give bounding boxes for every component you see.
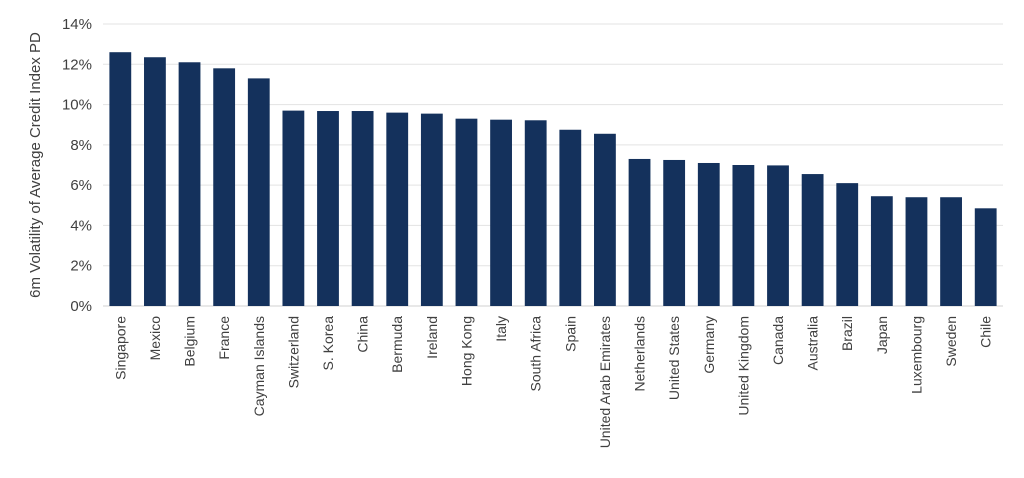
bar-bermuda — [386, 112, 409, 306]
bar-japan — [870, 196, 893, 306]
y-tick-label: 14% — [62, 16, 92, 33]
x-category-label: Italy — [493, 316, 509, 342]
bar-germany — [697, 162, 720, 306]
bar-china — [351, 111, 374, 306]
y-tick-label: 4% — [70, 217, 92, 234]
bar-united-arab-emirates — [594, 133, 616, 306]
bar-mexico — [144, 57, 166, 306]
x-category-label: Bermuda — [389, 316, 405, 373]
bar-united-kingdom — [732, 165, 755, 306]
bar-brazil — [836, 183, 859, 306]
bar-ireland — [420, 113, 443, 306]
bar-luxembourg — [905, 197, 928, 306]
x-category-label: Sweden — [943, 316, 959, 367]
x-category-label: Luxembourg — [908, 316, 924, 394]
bars — [109, 52, 997, 307]
x-category-label: Netherlands — [632, 316, 648, 392]
bar-chile — [974, 208, 997, 306]
bar-canada — [767, 165, 789, 306]
x-category-label: Hong Kong — [458, 316, 474, 386]
bar-netherlands — [628, 158, 651, 306]
x-category-label: United Kingdom — [735, 316, 751, 416]
x-category-label: Brazil — [839, 316, 855, 351]
x-category-label: Australia — [805, 316, 821, 371]
bar-singapore — [109, 52, 132, 307]
y-axis-title: 6m Volatility of Average Credit Index PD — [27, 32, 44, 298]
x-category-label: Canada — [770, 316, 786, 365]
bar-sweden — [940, 197, 962, 306]
bar-hong-kong — [455, 118, 478, 307]
bar-switzerland — [282, 110, 305, 306]
bar-united-states — [663, 159, 686, 306]
x-axis-labels: Singapore Mexico Belgium France Cayman Islan… — [112, 316, 993, 449]
bar-belgium — [178, 62, 201, 307]
bar-s-korea — [317, 111, 339, 306]
x-category-label: Switzerland — [285, 316, 301, 388]
x-category-label: Singapore — [112, 316, 128, 380]
y-axis-ticks: 0% 2% 4% 6% 8% 10% 12% 14% — [62, 16, 92, 315]
bar-australia — [801, 174, 824, 306]
bar-cayman-islands — [247, 78, 270, 306]
y-tick-label: 10% — [62, 97, 92, 114]
x-category-label: Chile — [978, 316, 994, 348]
y-tick-label: 0% — [70, 298, 92, 315]
x-category-label: Belgium — [182, 316, 198, 367]
x-category-label: United States — [666, 316, 682, 400]
y-tick-label: 8% — [70, 137, 92, 154]
x-category-label: Mexico — [147, 316, 163, 361]
x-category-label: Japan — [874, 316, 890, 354]
y-tick-label: 12% — [62, 56, 92, 73]
y-tick-label: 6% — [70, 177, 92, 194]
x-category-label: Cayman Islands — [251, 316, 267, 416]
x-category-label: France — [216, 316, 232, 360]
x-category-label: South Africa — [528, 316, 544, 392]
x-category-label: United Arab Emirates — [597, 316, 613, 448]
x-category-label: S. Korea — [320, 316, 336, 371]
bar-france — [213, 68, 236, 306]
bar-south-africa — [524, 120, 547, 306]
x-category-label: Spain — [562, 316, 578, 352]
y-tick-label: 2% — [70, 258, 92, 275]
bar-spain — [559, 129, 582, 306]
bar-italy — [490, 119, 512, 306]
gridlines — [103, 23, 1003, 307]
x-category-label: China — [355, 316, 371, 353]
x-category-label: Ireland — [424, 316, 440, 359]
x-category-label: Germany — [701, 316, 717, 374]
